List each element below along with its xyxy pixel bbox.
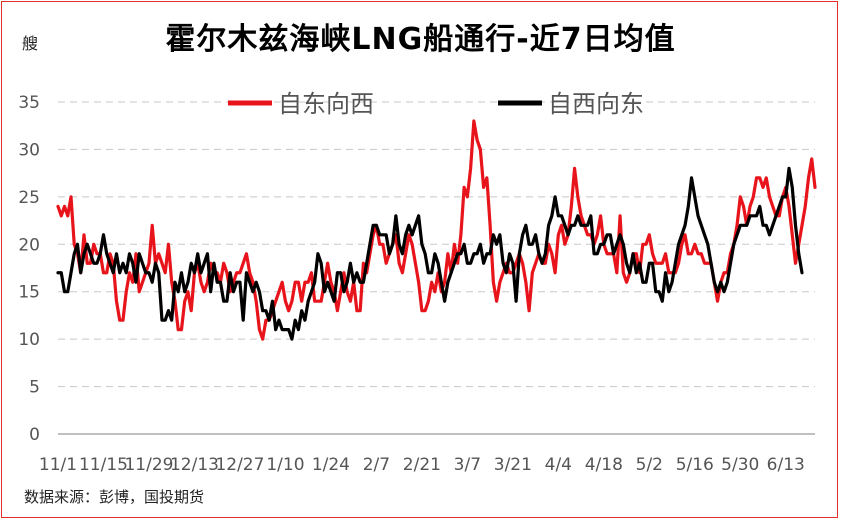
series-line-eastbound <box>56 166 804 341</box>
y-tick-label: 15 <box>18 283 40 303</box>
y-tick-label: 35 <box>18 93 40 113</box>
x-tick-label: 12/27 <box>215 455 264 475</box>
y-tick-label: 20 <box>18 235 40 255</box>
series-line-westbound <box>56 119 817 341</box>
y-tick-label: 0 <box>29 425 40 445</box>
x-tick-label: 2/21 <box>403 455 441 475</box>
y-tick-label: 5 <box>29 378 40 398</box>
x-tick-label: 2/7 <box>363 455 390 475</box>
x-tick-label: 11/1 <box>39 455 77 475</box>
x-tick-label: 5/16 <box>676 455 714 475</box>
x-tick-label: 11/29 <box>124 455 173 475</box>
x-tick-label: 1/10 <box>266 455 304 475</box>
legend: 自东向西 自西向东 <box>228 90 644 118</box>
x-tick-label: 4/18 <box>585 455 623 475</box>
y-axis-unit: 艘 <box>22 34 39 53</box>
x-tick-label: 12/13 <box>170 455 219 475</box>
legend-label-eastbound: 自西向东 <box>548 90 644 118</box>
x-tick-label: 5/30 <box>721 455 759 475</box>
y-axis-ticks: 0 5 10 15 20 25 30 35 <box>18 93 40 445</box>
data-source-note: 数据来源：彭博，国投期货 <box>24 488 205 506</box>
x-tick-label: 4/4 <box>545 455 572 475</box>
y-tick-label: 25 <box>18 188 40 208</box>
series-lines <box>56 119 817 341</box>
y-tick-label: 10 <box>18 330 40 350</box>
x-tick-label: 3/21 <box>494 455 532 475</box>
y-tick-label: 30 <box>18 140 40 160</box>
x-tick-label: 1/24 <box>312 455 350 475</box>
chart-title: 霍尔木兹海峡LNG船通行-近7日均值 <box>165 22 676 57</box>
legend-label-westbound: 自东向西 <box>278 90 374 118</box>
x-tick-label: 3/7 <box>454 455 481 475</box>
x-tick-label: 11/15 <box>79 455 128 475</box>
x-tick-label: 6/13 <box>767 455 805 475</box>
x-tick-label: 5/2 <box>636 455 663 475</box>
